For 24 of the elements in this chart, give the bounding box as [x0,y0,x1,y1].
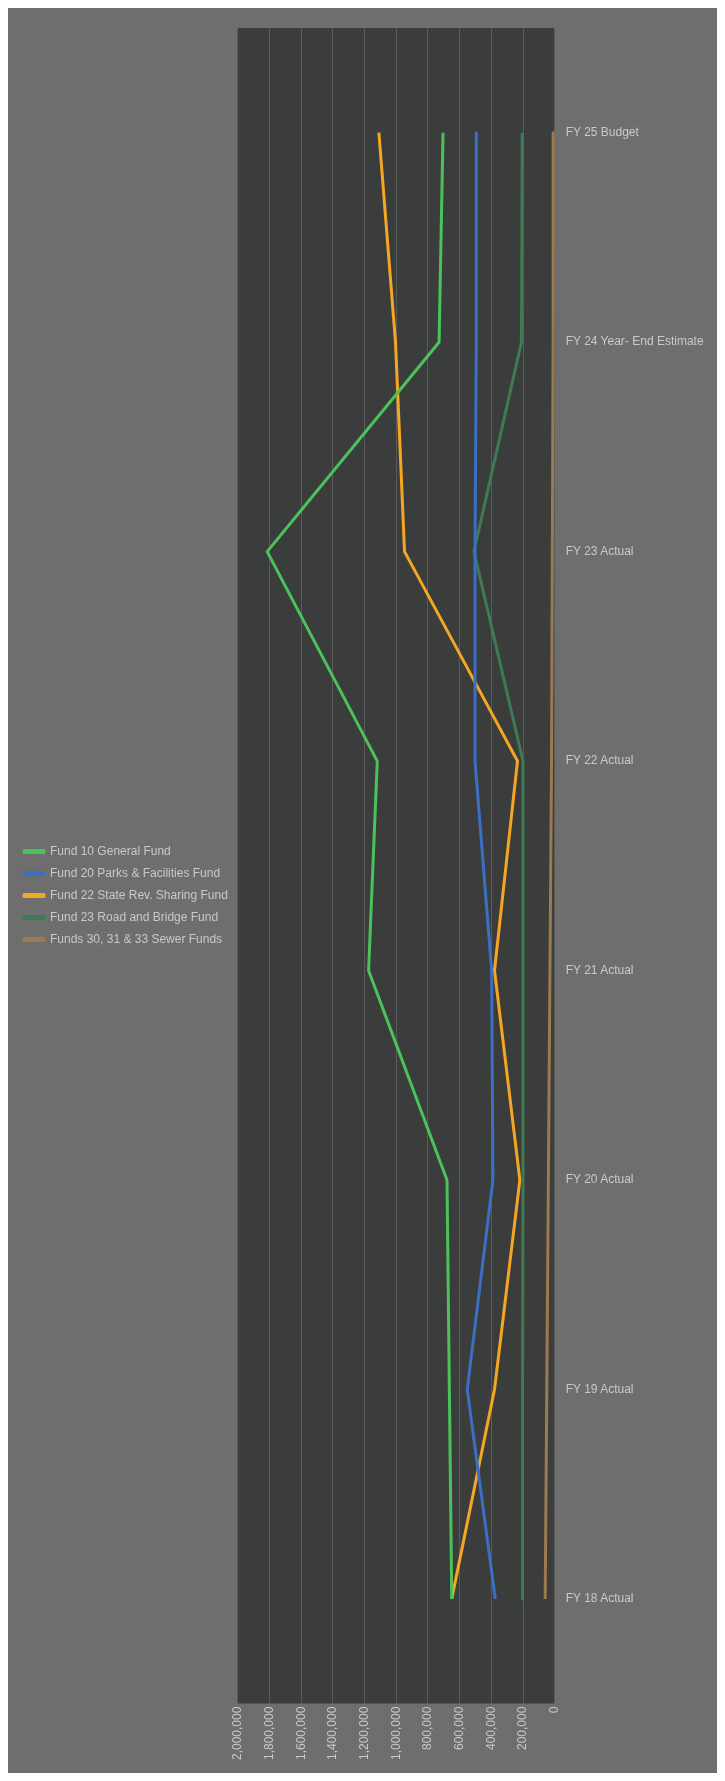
x-tick-label: 1,600,000 [293,1706,308,1761]
legend-label: Fund 22 State Rev. Sharing Fund [50,887,228,902]
y-tick-label: FY 23 Actual [565,543,634,558]
y-tick-label: FY 25 Budget [565,125,640,140]
y-tick-label: FY 18 Actual [565,1591,634,1606]
x-tick-label: 0 [547,1706,562,1714]
x-tick-label: 1,800,000 [261,1706,276,1761]
x-tick-label: 1,000,000 [388,1706,403,1761]
y-tick-label: FY 20 Actual [565,1172,634,1187]
x-tick-label: 800,000 [420,1706,435,1751]
x-tick-label: 1,200,000 [356,1706,371,1761]
x-tick-label: 2,000,000 [230,1706,245,1761]
x-tick-label: 1,400,000 [325,1706,340,1761]
y-tick-label: FY 24 Year- End Estimate [565,334,704,349]
legend-label: Fund 20 Parks & Facilities Fund [50,865,221,880]
y-tick-label: FY 22 Actual [565,753,634,768]
legend-label: Fund 23 Road and Bridge Fund [50,909,219,924]
x-tick-label: 200,000 [515,1706,530,1751]
y-tick-label: FY 21 Actual [565,962,634,977]
x-tick-label: 600,000 [451,1706,466,1751]
legend-label: Fund 10 General Fund [50,843,171,858]
legend-label: Funds 30, 31 & 33 Sewer Funds [50,931,223,946]
y-tick-label: FY 19 Actual [565,1381,634,1396]
x-tick-label: 400,000 [483,1706,498,1751]
